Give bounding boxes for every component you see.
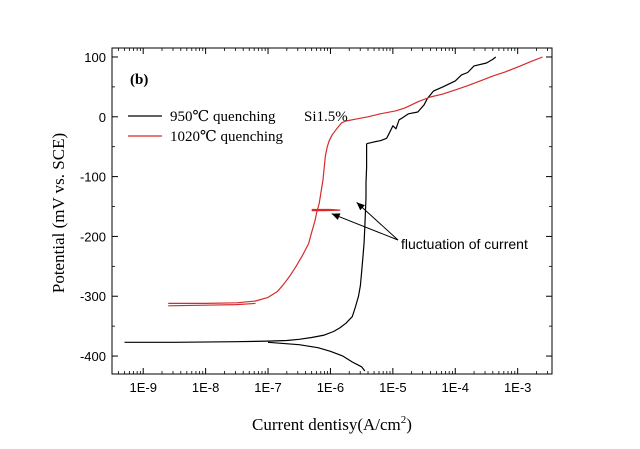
x-tick-label: 1E-3 bbox=[504, 380, 531, 395]
y-tick-label: -200 bbox=[80, 229, 106, 244]
y-tick-label: -300 bbox=[80, 289, 106, 304]
alloy-tag: Si1.5% bbox=[304, 109, 348, 125]
series-1 bbox=[168, 56, 543, 307]
annotation-layer bbox=[331, 201, 399, 241]
series-line-passive bbox=[311, 208, 341, 212]
x-tick-label: 1E-5 bbox=[379, 380, 406, 395]
x-tick-label: 1E-7 bbox=[254, 380, 281, 395]
series-line-anodic bbox=[267, 341, 366, 372]
axis-ticks: 1E-9 1E-8 1E-7 1E-6 1E-5 1E-4 1E-3 100 0 -100 -200… bbox=[80, 48, 552, 395]
x-tick-label: 1E-9 bbox=[129, 380, 156, 395]
plot-frame bbox=[111, 47, 553, 375]
y-axis-title: Potential (mV vs. SCE) bbox=[49, 133, 68, 293]
series-line-cathodic bbox=[124, 143, 368, 343]
series-layer bbox=[124, 56, 543, 372]
legend-label-1020: 1020℃ quenching bbox=[170, 129, 284, 145]
plot-area bbox=[111, 47, 553, 375]
legend: 950℃ quenching 1020℃ quenching bbox=[128, 109, 284, 145]
panel-label: (b) bbox=[130, 72, 148, 88]
annotation-arrow-line bbox=[356, 201, 399, 241]
x-tick-label: 1E-8 bbox=[192, 380, 219, 395]
annotation-arrow-head bbox=[356, 202, 365, 211]
series-0 bbox=[124, 56, 497, 372]
series-line-anodic bbox=[168, 302, 256, 307]
x-tick-label: 1E-4 bbox=[442, 380, 469, 395]
y-tick-label: 100 bbox=[84, 50, 106, 65]
y-tick-label: -400 bbox=[80, 349, 106, 364]
y-tick-label: -100 bbox=[80, 170, 106, 185]
series-line-cathodic bbox=[168, 56, 543, 304]
x-tick-label: 1E-6 bbox=[317, 380, 344, 395]
y-tick-label: 0 bbox=[99, 110, 106, 125]
series-line-passive bbox=[366, 56, 497, 145]
legend-label-950: 950℃ quenching bbox=[170, 109, 276, 125]
annotation-arrow-head bbox=[331, 213, 341, 220]
annotation-arrow-line bbox=[331, 213, 399, 241]
annotation-label: fluctuation of current bbox=[401, 236, 528, 252]
x-axis-title: Current dentisy(A/cm2) bbox=[252, 414, 412, 434]
